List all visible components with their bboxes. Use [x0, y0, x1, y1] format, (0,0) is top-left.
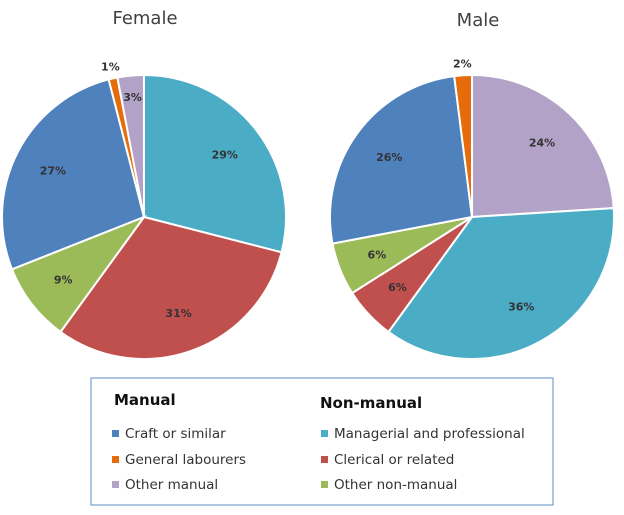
pie-label-female-5: 3%: [123, 91, 142, 104]
legend-item-other-non-manual: Other non-manual: [334, 477, 457, 493]
pie-slice-male-4: [329, 75, 474, 245]
pie-slice-male-1: [387, 207, 615, 360]
pie-label-female-4: 1%: [101, 61, 120, 74]
legend-item-general-labourers: General labourers: [125, 452, 246, 468]
pie-label-male-0: 24%: [529, 137, 555, 150]
pie-slice-female-2: [10, 214, 147, 334]
legend-item-other-manual: Other manual: [125, 477, 218, 493]
pie-label-male-2: 6%: [388, 281, 407, 294]
legend-swatch-general-labourers: [112, 456, 119, 463]
pie-label-male-3: 6%: [368, 249, 387, 262]
pie-label-female-3: 27%: [40, 165, 66, 178]
pie-label-male-5: 2%: [453, 57, 472, 70]
pie-slice-female-5: [116, 73, 145, 218]
pie-label-female-0: 29%: [212, 148, 238, 161]
legend-swatch-managerial: [321, 430, 328, 437]
legend-swatch-other-manual: [112, 481, 119, 488]
pie-male: Male 24% 36% 6% 6% 26% 2%: [329, 10, 615, 360]
legend-heading-non-manual: Non-manual: [320, 394, 422, 412]
pie-title-male: Male: [457, 10, 500, 31]
legend-swatch-craft: [112, 430, 119, 437]
legend-item-managerial: Managerial and professional: [334, 426, 525, 442]
legend-swatch-clerical: [321, 456, 328, 463]
pie-slice-male-5: [453, 73, 473, 218]
pie-slice-female-3: [1, 78, 146, 271]
legend-item-clerical: Clerical or related: [334, 452, 454, 468]
legend-heading-manual: Manual: [114, 391, 176, 409]
pie-label-male-4: 26%: [376, 151, 402, 164]
pie-label-female-1: 31%: [165, 307, 191, 320]
legend-swatch-other-non-manual: [321, 481, 328, 488]
pie-slice-female-0: [143, 73, 287, 254]
pies-group: Female 29% 31% 9% 27% 1% 3% Male 24% 36% 6% 6% 26% 2%: [1, 8, 615, 361]
pie-label-female-2: 9%: [54, 274, 73, 287]
pie-title-female: Female: [112, 8, 177, 29]
pie-label-male-1: 36%: [508, 301, 534, 314]
legend-item-craft: Craft or similar: [125, 426, 226, 442]
pie-female: Female 29% 31% 9% 27% 1% 3%: [1, 8, 287, 361]
pie-slice-female-1: [59, 215, 283, 361]
pie-slice-male-0: [471, 73, 615, 219]
